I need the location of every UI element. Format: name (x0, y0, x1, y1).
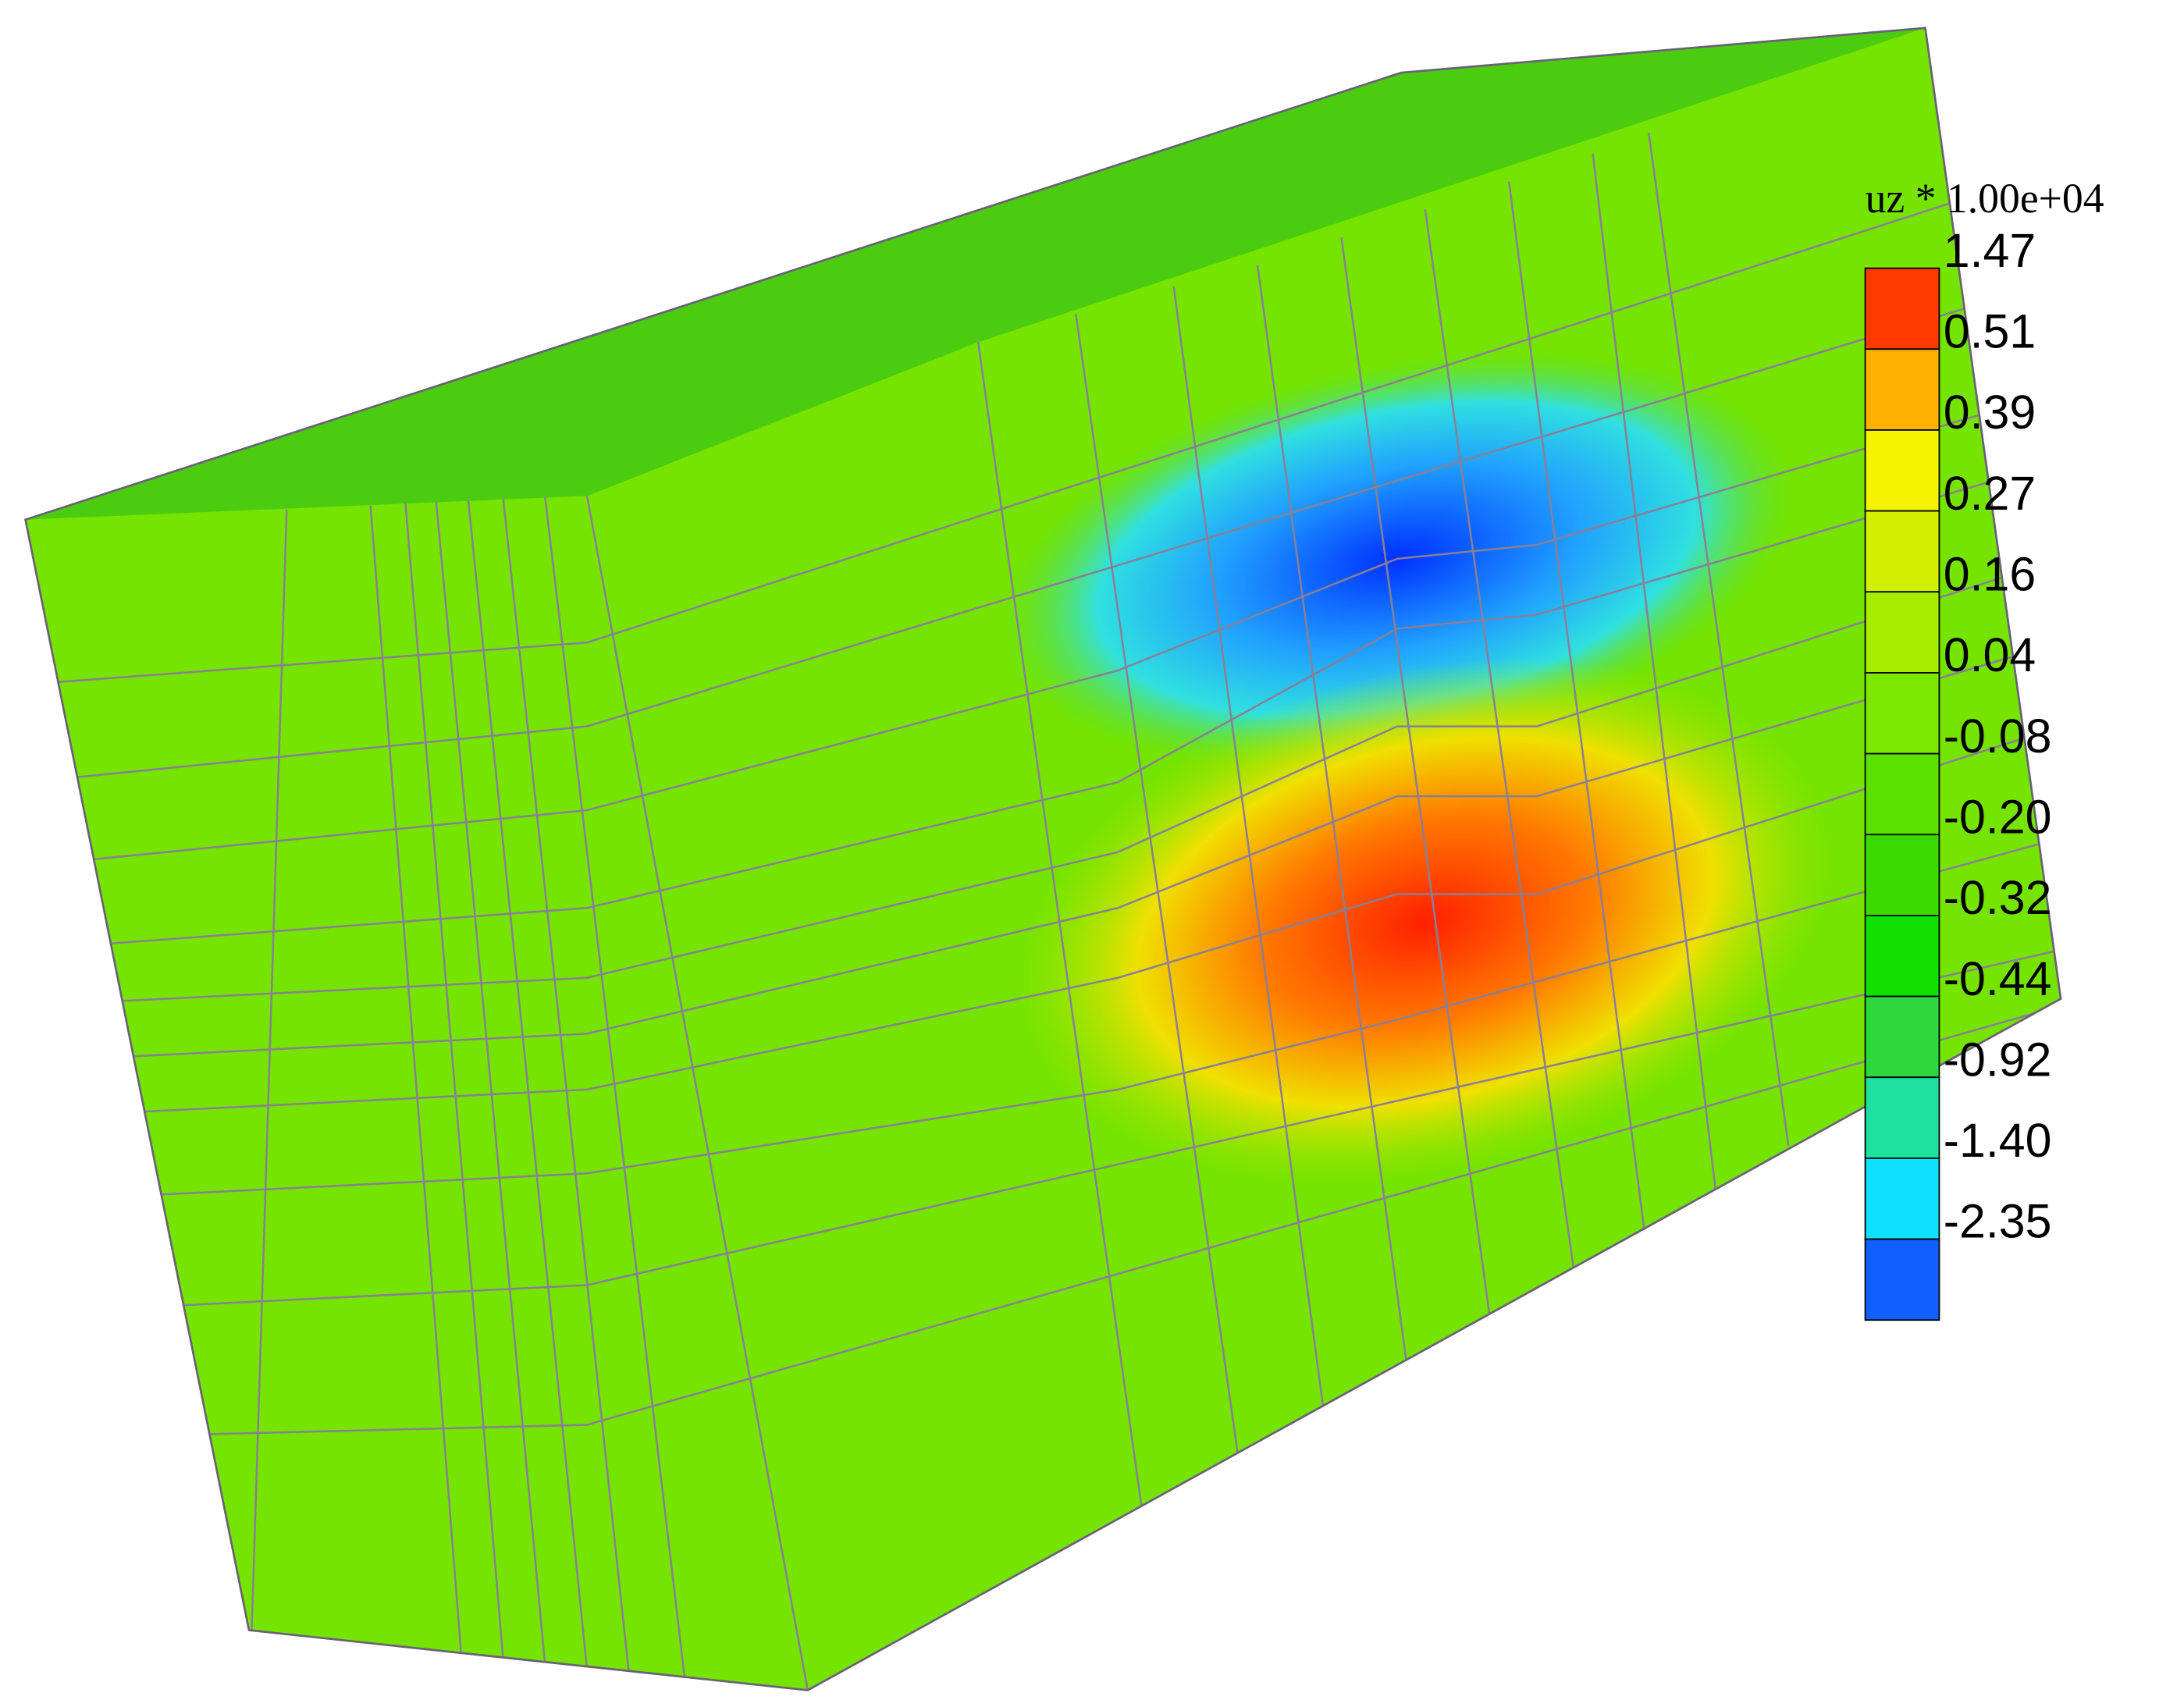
legend-level: 1.47 (1944, 224, 2036, 277)
color-legend: uz * 1.00e+04 1.47 0.51 0.39 0.27 0.16 0.04 -0… (1864, 175, 2104, 1321)
legend-band (1864, 510, 1940, 593)
legend-band (1864, 1238, 1940, 1321)
legend-band (1864, 1157, 1940, 1240)
legend-level: 0.39 (1944, 386, 2036, 439)
legend-band (1864, 348, 1940, 431)
legend-level: 0.04 (1944, 628, 2036, 681)
legend-level: -0.44 (1944, 952, 2052, 1005)
legend-level: -0.08 (1944, 710, 2052, 763)
legend-level: -0.92 (1944, 1033, 2052, 1086)
legend-level: -2.35 (1944, 1195, 2052, 1248)
top-face (25, 27, 1926, 520)
legend-band (1864, 267, 1940, 350)
legend-band (1864, 752, 1940, 836)
legend-level: -0.20 (1944, 790, 2052, 843)
block (24, 27, 2062, 1691)
positive-zone (1014, 657, 1837, 1186)
legend-band (1864, 834, 1940, 916)
mesh (25, 132, 2061, 1691)
legend-band (1864, 429, 1940, 512)
legend-level: 0.27 (1944, 467, 2036, 520)
legend-level: 0.16 (1944, 547, 2036, 600)
legend-level: 0.51 (1944, 304, 2036, 357)
legend-band (1864, 672, 1940, 755)
legend-title: uz * 1.00e+04 (1866, 175, 2104, 222)
legend-band (1864, 591, 1940, 674)
legend-band (1864, 915, 1940, 998)
legend-level: -0.32 (1944, 871, 2052, 924)
legend-band (1864, 1076, 1940, 1159)
legend-level: -1.40 (1944, 1114, 2052, 1167)
legend-band (1864, 995, 1940, 1079)
outline (24, 27, 2062, 1691)
